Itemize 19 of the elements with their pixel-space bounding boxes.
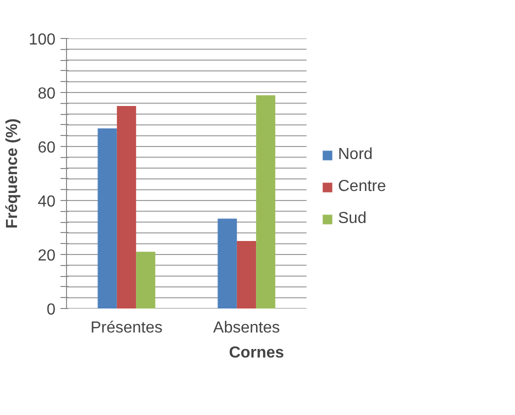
y-tick-label: 20 — [38, 248, 56, 264]
y-axis-title: Fréquence (%) — [4, 118, 21, 229]
y-tick-label: 60 — [38, 140, 56, 156]
bar — [218, 218, 237, 308]
bar — [116, 106, 136, 308]
bar — [98, 128, 117, 308]
y-tick-label: 80 — [38, 86, 56, 102]
x-axis-title: Cornes — [228, 344, 284, 362]
legend-label: Sud — [338, 210, 366, 228]
y-tick-label: 0 — [46, 302, 56, 318]
bar — [136, 252, 156, 308]
y-tick-label: 40 — [38, 194, 56, 210]
bar — [236, 241, 256, 308]
x-tick-label: Présentes — [90, 320, 163, 336]
legend-label: Centre — [338, 178, 386, 196]
x-tick-label: Absentes — [213, 320, 280, 336]
bar — [256, 95, 276, 308]
y-tick-label: 100 — [28, 32, 56, 48]
legend-label: Nord — [338, 146, 373, 164]
